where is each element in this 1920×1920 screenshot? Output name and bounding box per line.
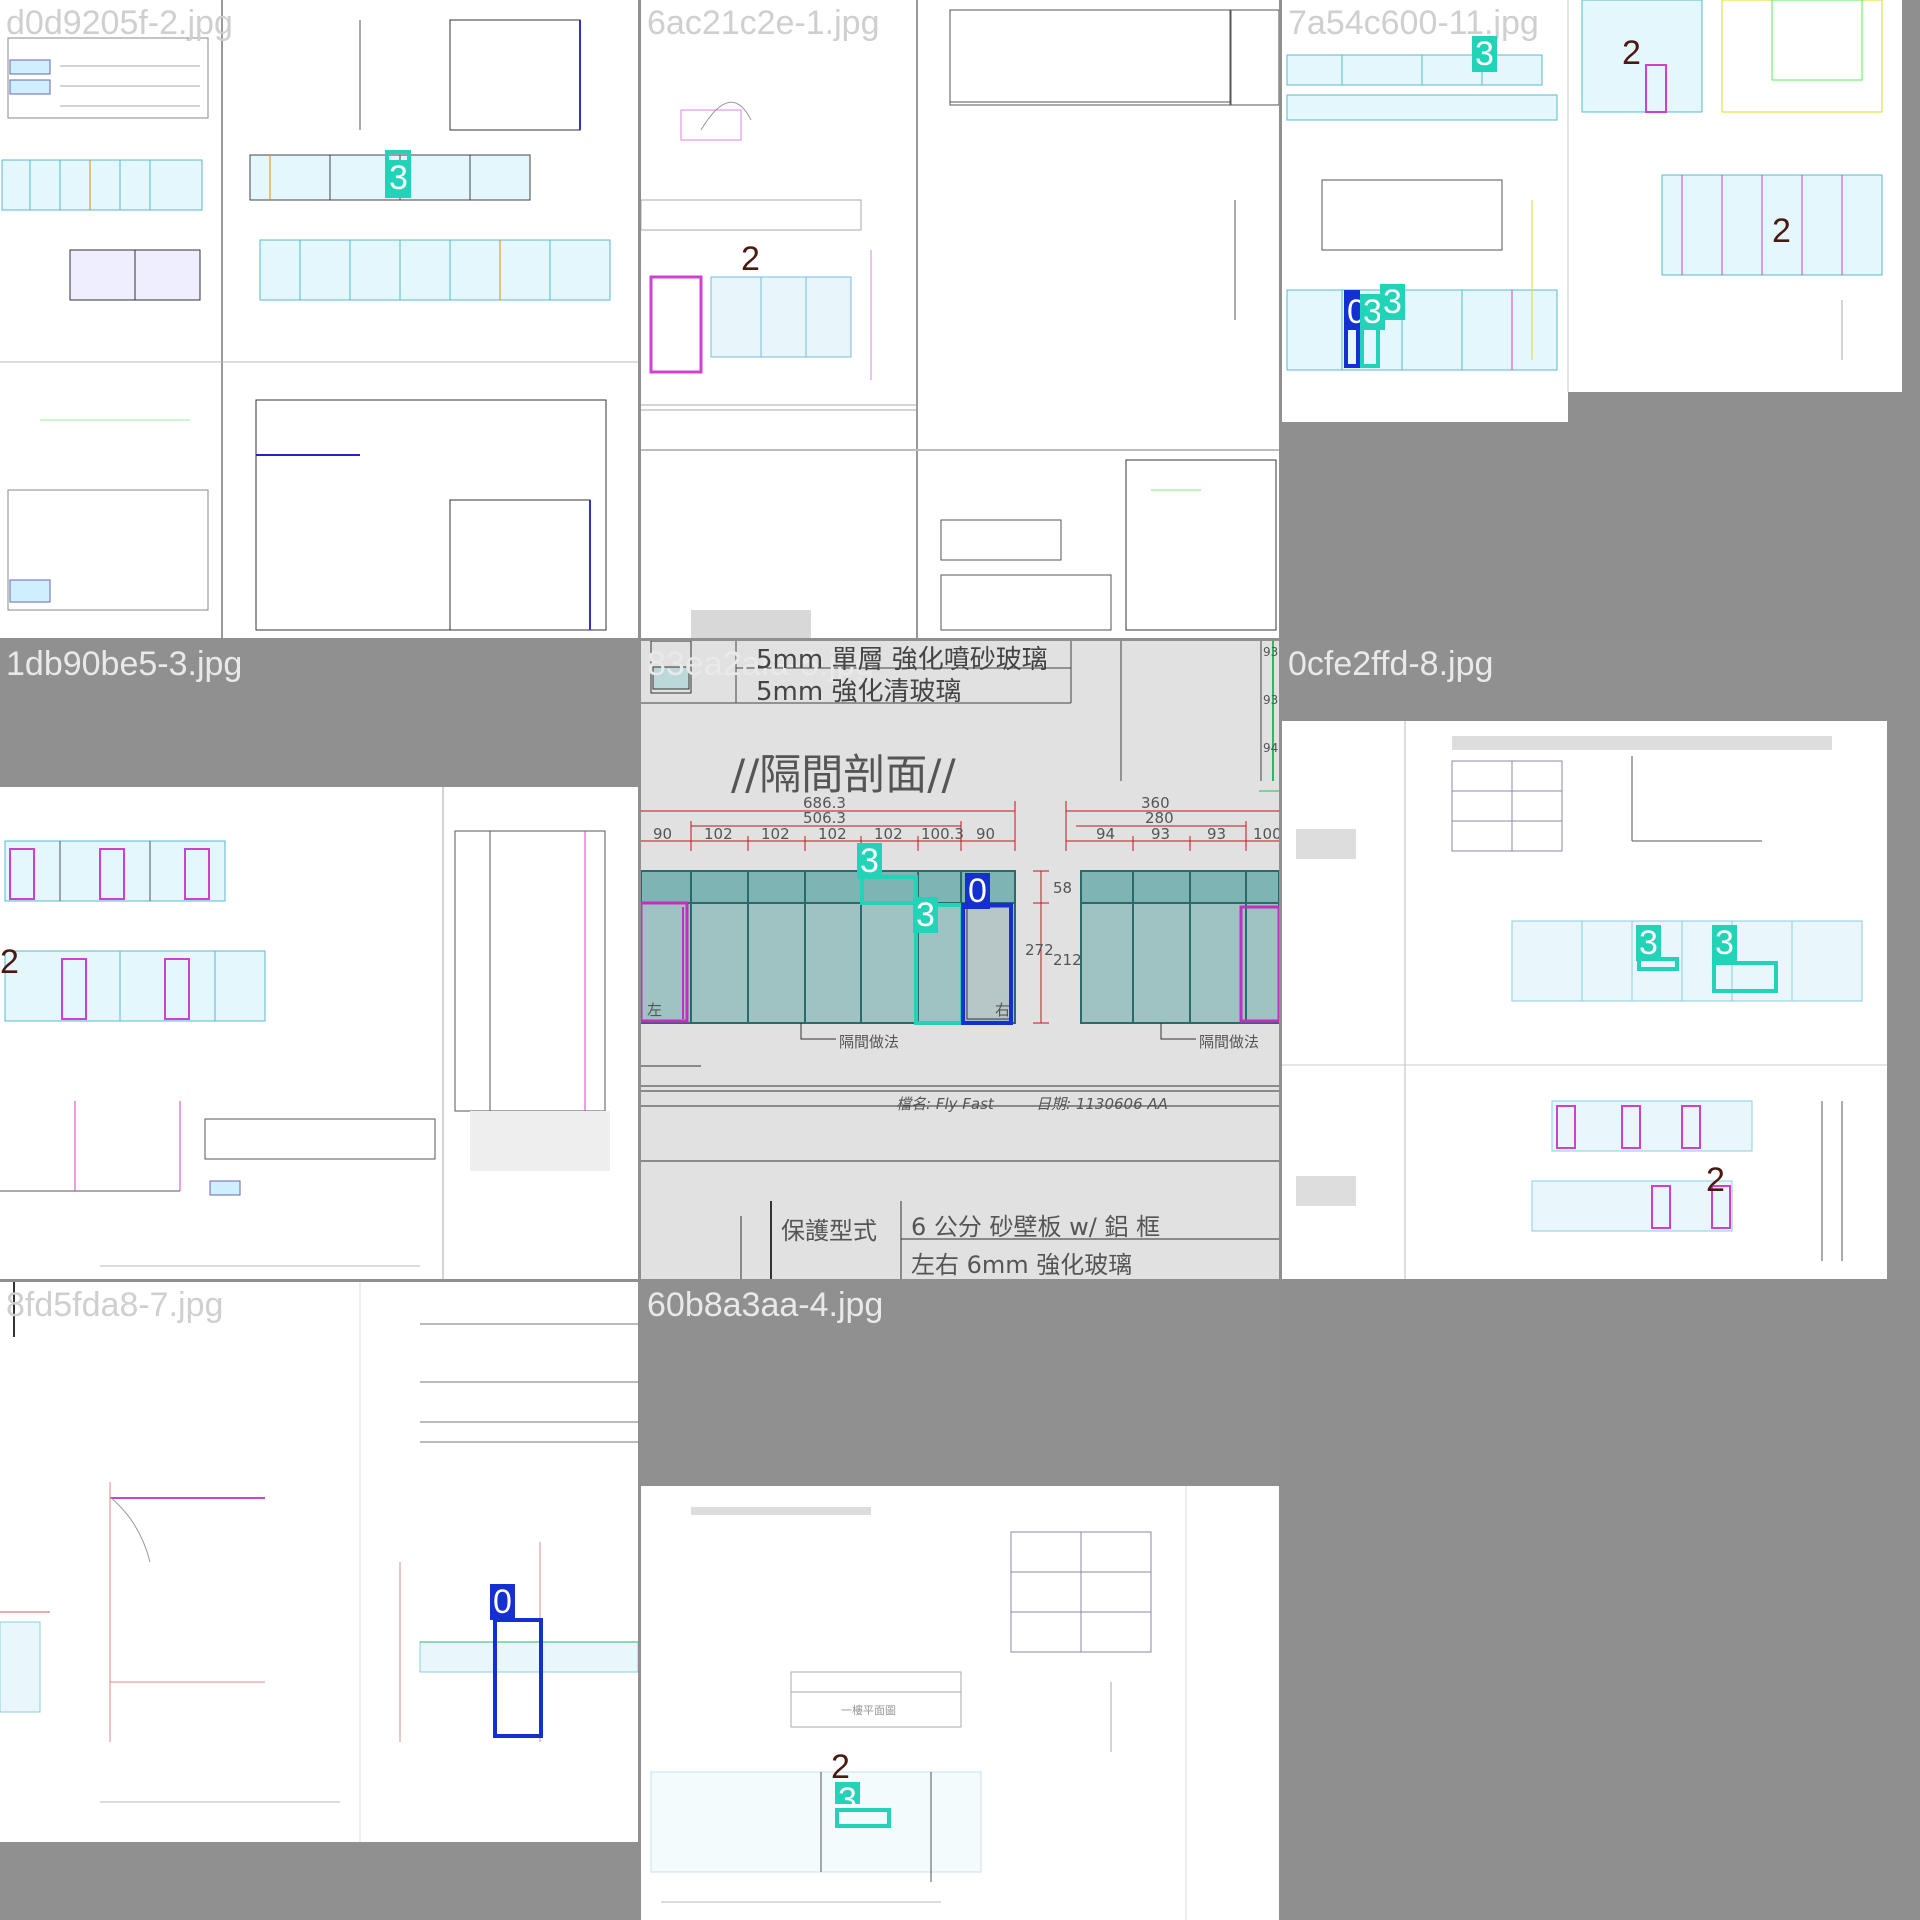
legend-text-glass-1: 5mm 單層 強化噴砂玻璃 xyxy=(756,645,1048,675)
section-title: //隔間剖面// xyxy=(731,750,956,799)
bottom-label: 保護型式 xyxy=(781,1217,877,1245)
cad-drawing-3 xyxy=(1282,0,1902,422)
bbox-label-0: 0 xyxy=(965,873,990,909)
dimension-label: 686.3 xyxy=(803,794,846,812)
door-label: 左 xyxy=(647,1001,663,1019)
cad-drawing-6 xyxy=(1282,721,1887,1279)
dimension-label: 102 xyxy=(704,825,733,843)
dimension-label: 94 xyxy=(1263,741,1279,755)
note-label: 隔間做法 xyxy=(839,1033,900,1051)
mosaic-tile-2: 6ac21c2e-1.jpg 2 xyxy=(641,0,1279,638)
mosaic-tile-4: 1db90be5-3.jpg 2 xyxy=(0,641,638,1279)
dimension-label: 506.3 xyxy=(803,809,846,827)
bbox-class-0 xyxy=(961,903,1013,1025)
dimension-label: 90 xyxy=(653,825,673,843)
dimension-label: 102 xyxy=(818,825,847,843)
dimension-label: 102 xyxy=(874,825,903,843)
class-label-2: 2 xyxy=(831,1748,850,1786)
dimension-label: 93 xyxy=(1151,825,1171,843)
cad-drawing-2 xyxy=(641,0,1279,638)
bbox-label-3: 3 xyxy=(913,897,938,933)
bbox-label-3: 3 xyxy=(386,160,411,196)
dimension-label: 93 xyxy=(1263,693,1279,707)
mosaic-tile-7: 8fd5fda8-7.jpg 0 xyxy=(0,1282,638,1920)
cad-drawing-7 xyxy=(0,1282,638,1920)
bbox-label-3: 3 xyxy=(1472,36,1497,72)
dimension-label: 58 xyxy=(1053,879,1073,897)
dimension-label: 100 xyxy=(1253,825,1279,843)
cad-drawing-8 xyxy=(641,1282,1279,1920)
dimension-label: 272 xyxy=(1025,941,1054,959)
tile-filename: 7a54c600-11.jpg xyxy=(1288,4,1539,42)
bbox-class-0 xyxy=(493,1618,543,1738)
cad-drawing-4 xyxy=(0,787,638,1279)
class-label-2: 2 xyxy=(1772,212,1791,250)
tile-filename: 83ea2afa-5.jpg xyxy=(647,645,874,683)
tile-filename: 1db90be5-3.jpg xyxy=(6,645,243,683)
dimension-label: 100.3 xyxy=(921,825,964,843)
footer-file: 檔名: Fly Fast xyxy=(896,1095,994,1113)
bottom-line-1: 6 公分 砂壁板 w/ 鋁 框 xyxy=(911,1213,1161,1241)
bottom-line-2: 左右 6mm 強化玻璃 xyxy=(911,1251,1133,1279)
bbox-label-3: 3 xyxy=(835,1782,860,1804)
bbox-label-3: 3 xyxy=(1712,925,1737,961)
dimension-label: 90 xyxy=(976,825,996,843)
note-label: 隔間做法 xyxy=(1199,1033,1260,1051)
dimension-label: 360 xyxy=(1141,794,1170,812)
tile-filename: 0cfe2ffd-8.jpg xyxy=(1288,645,1494,683)
class-label-2: 2 xyxy=(741,240,760,278)
mosaic-tile-1: d0d9205f-2.jpg 3 xyxy=(0,0,638,638)
bbox-class-3 xyxy=(860,875,918,905)
dimension-label: 93 xyxy=(1207,825,1227,843)
class-label-2: 2 xyxy=(1706,1161,1725,1199)
mosaic-tile-6: 0cfe2ffd-8.jpg 3 3 2 xyxy=(1282,641,1920,1279)
dimension-label: 280 xyxy=(1145,809,1174,827)
door-label: 右 xyxy=(995,1001,1011,1019)
legend-text-glass-2: 5mm 強化清玻璃 xyxy=(756,677,962,707)
bbox-class-3 xyxy=(835,1808,891,1828)
tile-filename: 6ac21c2e-1.jpg xyxy=(647,4,880,42)
dimension-label: 93 xyxy=(1263,645,1279,659)
cad-drawing-1 xyxy=(0,0,638,638)
dimension-label: 102 xyxy=(761,825,790,843)
dimension-label: 212 xyxy=(1053,951,1082,969)
class-label-2: 2 xyxy=(0,943,19,981)
bbox-class-3 xyxy=(1712,961,1778,993)
mosaic-tile-3: 7a54c600-11.jpg 3 0 3 3 2 2 xyxy=(1282,0,1920,638)
tile-filename: 60b8a3aa-4.jpg xyxy=(647,1286,884,1324)
dimension-label: 94 xyxy=(1096,825,1116,843)
bbox-label-3: 3 xyxy=(1380,284,1405,320)
tile-filename: 8fd5fda8-7.jpg xyxy=(6,1286,224,1324)
class-label-2: 2 xyxy=(1622,34,1641,72)
bbox-label-3: 3 xyxy=(857,843,882,879)
bbox-label-3: 3 xyxy=(1636,925,1661,961)
tile-filename: d0d9205f-2.jpg xyxy=(6,4,233,42)
drawing-note: 一樓平面圖 xyxy=(841,1704,896,1717)
bbox-label-0: 0 xyxy=(490,1584,515,1620)
mosaic-tile-5: 83ea2afa-5.jpg 5mm 單層 強化噴砂玻璃 5mm 強化清玻璃 /… xyxy=(641,641,1279,1279)
mosaic-tile-8: 60b8a3aa-4.jpg 一樓平面圖 2 3 xyxy=(641,1282,1279,1920)
footer-date: 日期: 1130606 AA xyxy=(1036,1095,1168,1113)
